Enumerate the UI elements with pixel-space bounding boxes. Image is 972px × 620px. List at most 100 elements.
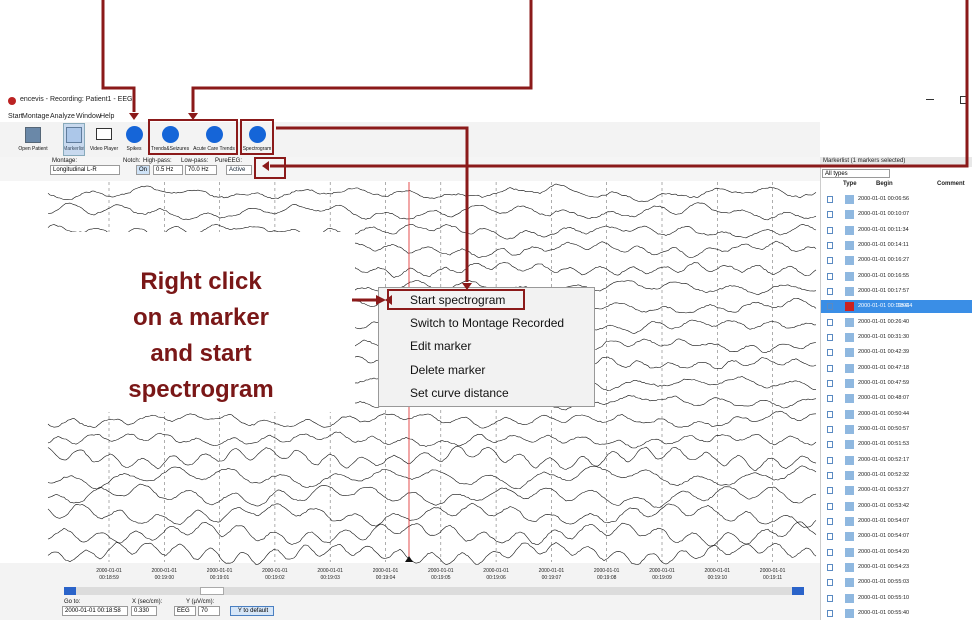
delete-icon[interactable] [827, 318, 833, 326]
delete-icon[interactable] [827, 487, 833, 495]
context-menu-item[interactable]: Switch to Montage Recorded [410, 316, 565, 331]
context-menu-item[interactable]: Set curve distance [410, 385, 509, 400]
menu-item[interactable]: Start [8, 113, 23, 120]
marker-row[interactable] [821, 238, 972, 252]
filter-dropdown[interactable]: All types [822, 169, 890, 178]
marker-row[interactable] [821, 392, 972, 406]
marker-row[interactable] [821, 468, 972, 482]
marker-row[interactable] [821, 514, 972, 528]
delete-icon[interactable] [827, 303, 833, 311]
time-label-time: 00:19:07 [541, 575, 562, 581]
input[interactable]: 0.330 [131, 606, 157, 616]
marker-row[interactable] [821, 530, 972, 544]
marker-row[interactable] [821, 576, 972, 590]
delete-icon[interactable] [827, 425, 833, 433]
delete-icon[interactable] [827, 594, 833, 602]
marker-row[interactable] [821, 315, 972, 329]
marker-begin: 2000-01-01 00:47:18 [858, 364, 910, 371]
delete-icon[interactable] [827, 533, 833, 541]
marker-row[interactable] [821, 591, 972, 605]
context-menu-item[interactable]: Edit marker [410, 339, 472, 354]
delete-icon[interactable] [827, 502, 833, 510]
context-menu-item[interactable]: Delete marker [410, 362, 486, 377]
marker-row[interactable] [821, 407, 972, 421]
delete-icon[interactable] [827, 517, 833, 525]
type-icon [845, 593, 854, 603]
delete-icon[interactable] [827, 272, 833, 280]
button[interactable]: Y to default [230, 606, 274, 616]
toolbar-button[interactable]: Spectrogram [242, 146, 272, 152]
marker-row[interactable] [821, 284, 972, 298]
marker-row[interactable] [821, 422, 972, 436]
delete-icon[interactable] [827, 349, 833, 357]
toolbar-button[interactable]: Trends&Seizures [150, 146, 190, 152]
marker-row[interactable] [821, 560, 972, 574]
toolbar-button[interactable]: Markerlist [63, 146, 85, 152]
dropdown[interactable]: EEG [174, 606, 196, 616]
channel-label: P8-O2 [4, 549, 22, 556]
delete-icon[interactable] [827, 379, 833, 387]
context-menu-item[interactable]: Start spectrogram [410, 293, 506, 307]
scroll-left[interactable] [64, 587, 76, 595]
toolbar-button[interactable]: Video Player [89, 146, 119, 152]
time-label-date: 2000-01-01 [372, 568, 399, 574]
time-label-time: 00:19:00 [154, 575, 175, 581]
menu-item[interactable]: Analyze [50, 113, 75, 120]
delete-icon[interactable] [827, 410, 833, 418]
scroll-thumb[interactable] [200, 587, 224, 595]
delete-icon[interactable] [827, 548, 833, 556]
marker-row[interactable] [821, 438, 972, 452]
delete-icon[interactable] [827, 471, 833, 479]
marker-row[interactable] [821, 300, 972, 314]
channel-label: P3-O1 [4, 340, 22, 347]
toggle[interactable]: On [136, 165, 150, 175]
dropdown[interactable]: Active [226, 165, 252, 175]
marker-row[interactable] [821, 376, 972, 390]
marker-begin: 2000-01-01 00:54:20 [858, 548, 910, 555]
input[interactable]: 2000-01-01 00:18:58 [62, 606, 128, 616]
marker-row[interactable] [821, 193, 972, 206]
delete-icon[interactable] [827, 226, 833, 234]
marker-row[interactable] [821, 223, 972, 237]
dropdown[interactable]: 0.5 Hz [153, 165, 183, 175]
delete-icon[interactable] [827, 609, 833, 617]
marker-row[interactable] [821, 346, 972, 360]
marker-begin: 2000-01-01 00:16:27 [858, 257, 910, 264]
marker-row[interactable] [821, 254, 972, 268]
marker-row[interactable] [821, 484, 972, 498]
delete-icon[interactable] [827, 563, 833, 571]
delete-icon[interactable] [827, 364, 833, 372]
marker-row[interactable] [821, 269, 972, 283]
marker-row[interactable] [821, 499, 972, 513]
delete-icon[interactable] [827, 196, 833, 203]
delete-icon[interactable] [827, 441, 833, 449]
maximize-button[interactable] [960, 96, 968, 104]
marker-row[interactable] [821, 545, 972, 559]
toolbar-button[interactable]: Acute Care Trends [193, 146, 235, 152]
toolbar-button[interactable]: Open Patient [18, 146, 48, 152]
input[interactable]: 70 [198, 606, 220, 616]
marker-row[interactable] [821, 453, 972, 467]
marker-row[interactable] [821, 606, 972, 620]
arrow-head [129, 113, 139, 120]
delete-icon[interactable] [827, 287, 833, 295]
delete-icon[interactable] [827, 395, 833, 403]
delete-icon[interactable] [827, 456, 833, 464]
delete-icon[interactable] [827, 257, 833, 265]
dropdown[interactable]: 70.0 Hz [185, 165, 217, 175]
delete-icon[interactable] [827, 333, 833, 341]
app-icon [8, 97, 16, 105]
menu-item[interactable]: Window [76, 113, 101, 120]
delete-icon[interactable] [827, 579, 833, 587]
delete-icon[interactable] [827, 211, 833, 219]
marker-row[interactable] [821, 361, 972, 375]
menu-item[interactable]: Help [100, 113, 115, 120]
marker-row[interactable] [821, 330, 972, 344]
delete-icon[interactable] [827, 241, 833, 249]
toolbar-button[interactable]: Spikes [126, 146, 142, 152]
menu-item[interactable]: Montage [22, 113, 50, 120]
dropdown[interactable]: Longitudinal L-R [50, 165, 120, 175]
marker-row[interactable] [821, 208, 972, 222]
scroll-right[interactable] [792, 587, 804, 595]
minimize-button[interactable] [926, 99, 934, 100]
